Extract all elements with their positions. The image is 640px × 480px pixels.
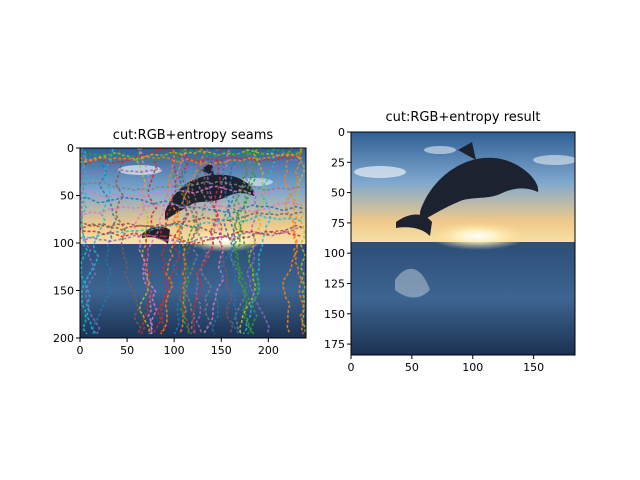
splash (395, 268, 430, 298)
axes-frame (350, 131, 576, 356)
seam-line (295, 148, 306, 334)
x-tick-label: 100 (164, 344, 185, 357)
y-tick-label: 200 (53, 332, 74, 345)
cloud (354, 166, 406, 178)
seam-line (114, 148, 142, 335)
seam-line (282, 148, 304, 335)
seam-line (184, 148, 209, 335)
seam-line (140, 148, 161, 335)
y-tick-label: 100 (53, 237, 74, 250)
y-tick-label: 150 (324, 308, 345, 321)
seam-line (175, 148, 206, 335)
seam-line (244, 148, 271, 335)
seam-line (80, 149, 303, 164)
panel-seams: cut:RGB+entropy seams 0 50 100 150 200050100… (53, 128, 307, 357)
cloud (424, 146, 456, 154)
seam-line (171, 148, 193, 335)
x-tick-label: 200 (258, 344, 279, 357)
seam-line (80, 152, 303, 166)
y-tick-label: 0 (67, 142, 74, 155)
y-tick-label: 50 (331, 187, 345, 200)
dolphin-shape (420, 157, 539, 222)
seam-line (283, 148, 305, 335)
y-tick-label: 50 (60, 190, 74, 203)
x-tick-label: 150 (523, 361, 544, 374)
seam-line (210, 148, 236, 335)
cloud (533, 155, 575, 165)
dolphin-tail (396, 214, 432, 236)
seam-line (142, 148, 187, 335)
seam-line (80, 211, 303, 231)
panel-title: cut:RGB+entropy result (386, 110, 541, 125)
seam-line (80, 196, 303, 215)
y-tick-label: 125 (324, 277, 345, 290)
x-tick-label: 50 (405, 361, 419, 374)
y-tick-label: 150 (53, 285, 74, 298)
result-image (351, 132, 575, 355)
seam-line (80, 149, 303, 161)
seam-line (80, 185, 303, 198)
dolphin-fin (458, 142, 476, 160)
sun-glow (428, 222, 528, 250)
dolphin-fin (200, 162, 214, 176)
x-tick-label: 0 (348, 361, 355, 374)
y-tick-label: 0 (338, 126, 345, 139)
sea-area (351, 242, 575, 355)
seam-line (80, 148, 115, 335)
y-tick-label: 25 (331, 156, 345, 169)
seam-line (80, 180, 303, 192)
seam-line (242, 148, 276, 335)
seam-line (80, 148, 101, 335)
axis-ticks: 0 50 100 150 0 25 50 75 100 125 150 175 (324, 126, 544, 374)
y-tick-label: 75 (331, 217, 345, 230)
seams-image (80, 148, 306, 338)
seam-line (160, 148, 182, 335)
x-tick-label: 100 (462, 361, 483, 374)
y-tick-label: 175 (324, 338, 345, 351)
x-tick-label: 50 (120, 344, 134, 357)
seam-line (135, 148, 151, 335)
cloud (118, 165, 162, 175)
panel-title: cut:RGB+entropy seams (113, 128, 274, 143)
seam-line (80, 221, 303, 241)
panel-result: cut:RGB+entropy result 0 50 100 150 0 25 50 75 1… (324, 110, 576, 374)
seam-line (80, 159, 303, 177)
seam-line (80, 200, 303, 217)
seam-line (80, 227, 303, 245)
x-tick-label: 0 (77, 344, 84, 357)
seam-line (191, 148, 223, 335)
seam-line (151, 148, 190, 335)
seam-lines (80, 148, 306, 335)
y-tick-label: 100 (324, 247, 345, 260)
x-tick-label: 150 (211, 344, 232, 357)
seam-line (238, 148, 266, 335)
sea-area (80, 244, 306, 338)
